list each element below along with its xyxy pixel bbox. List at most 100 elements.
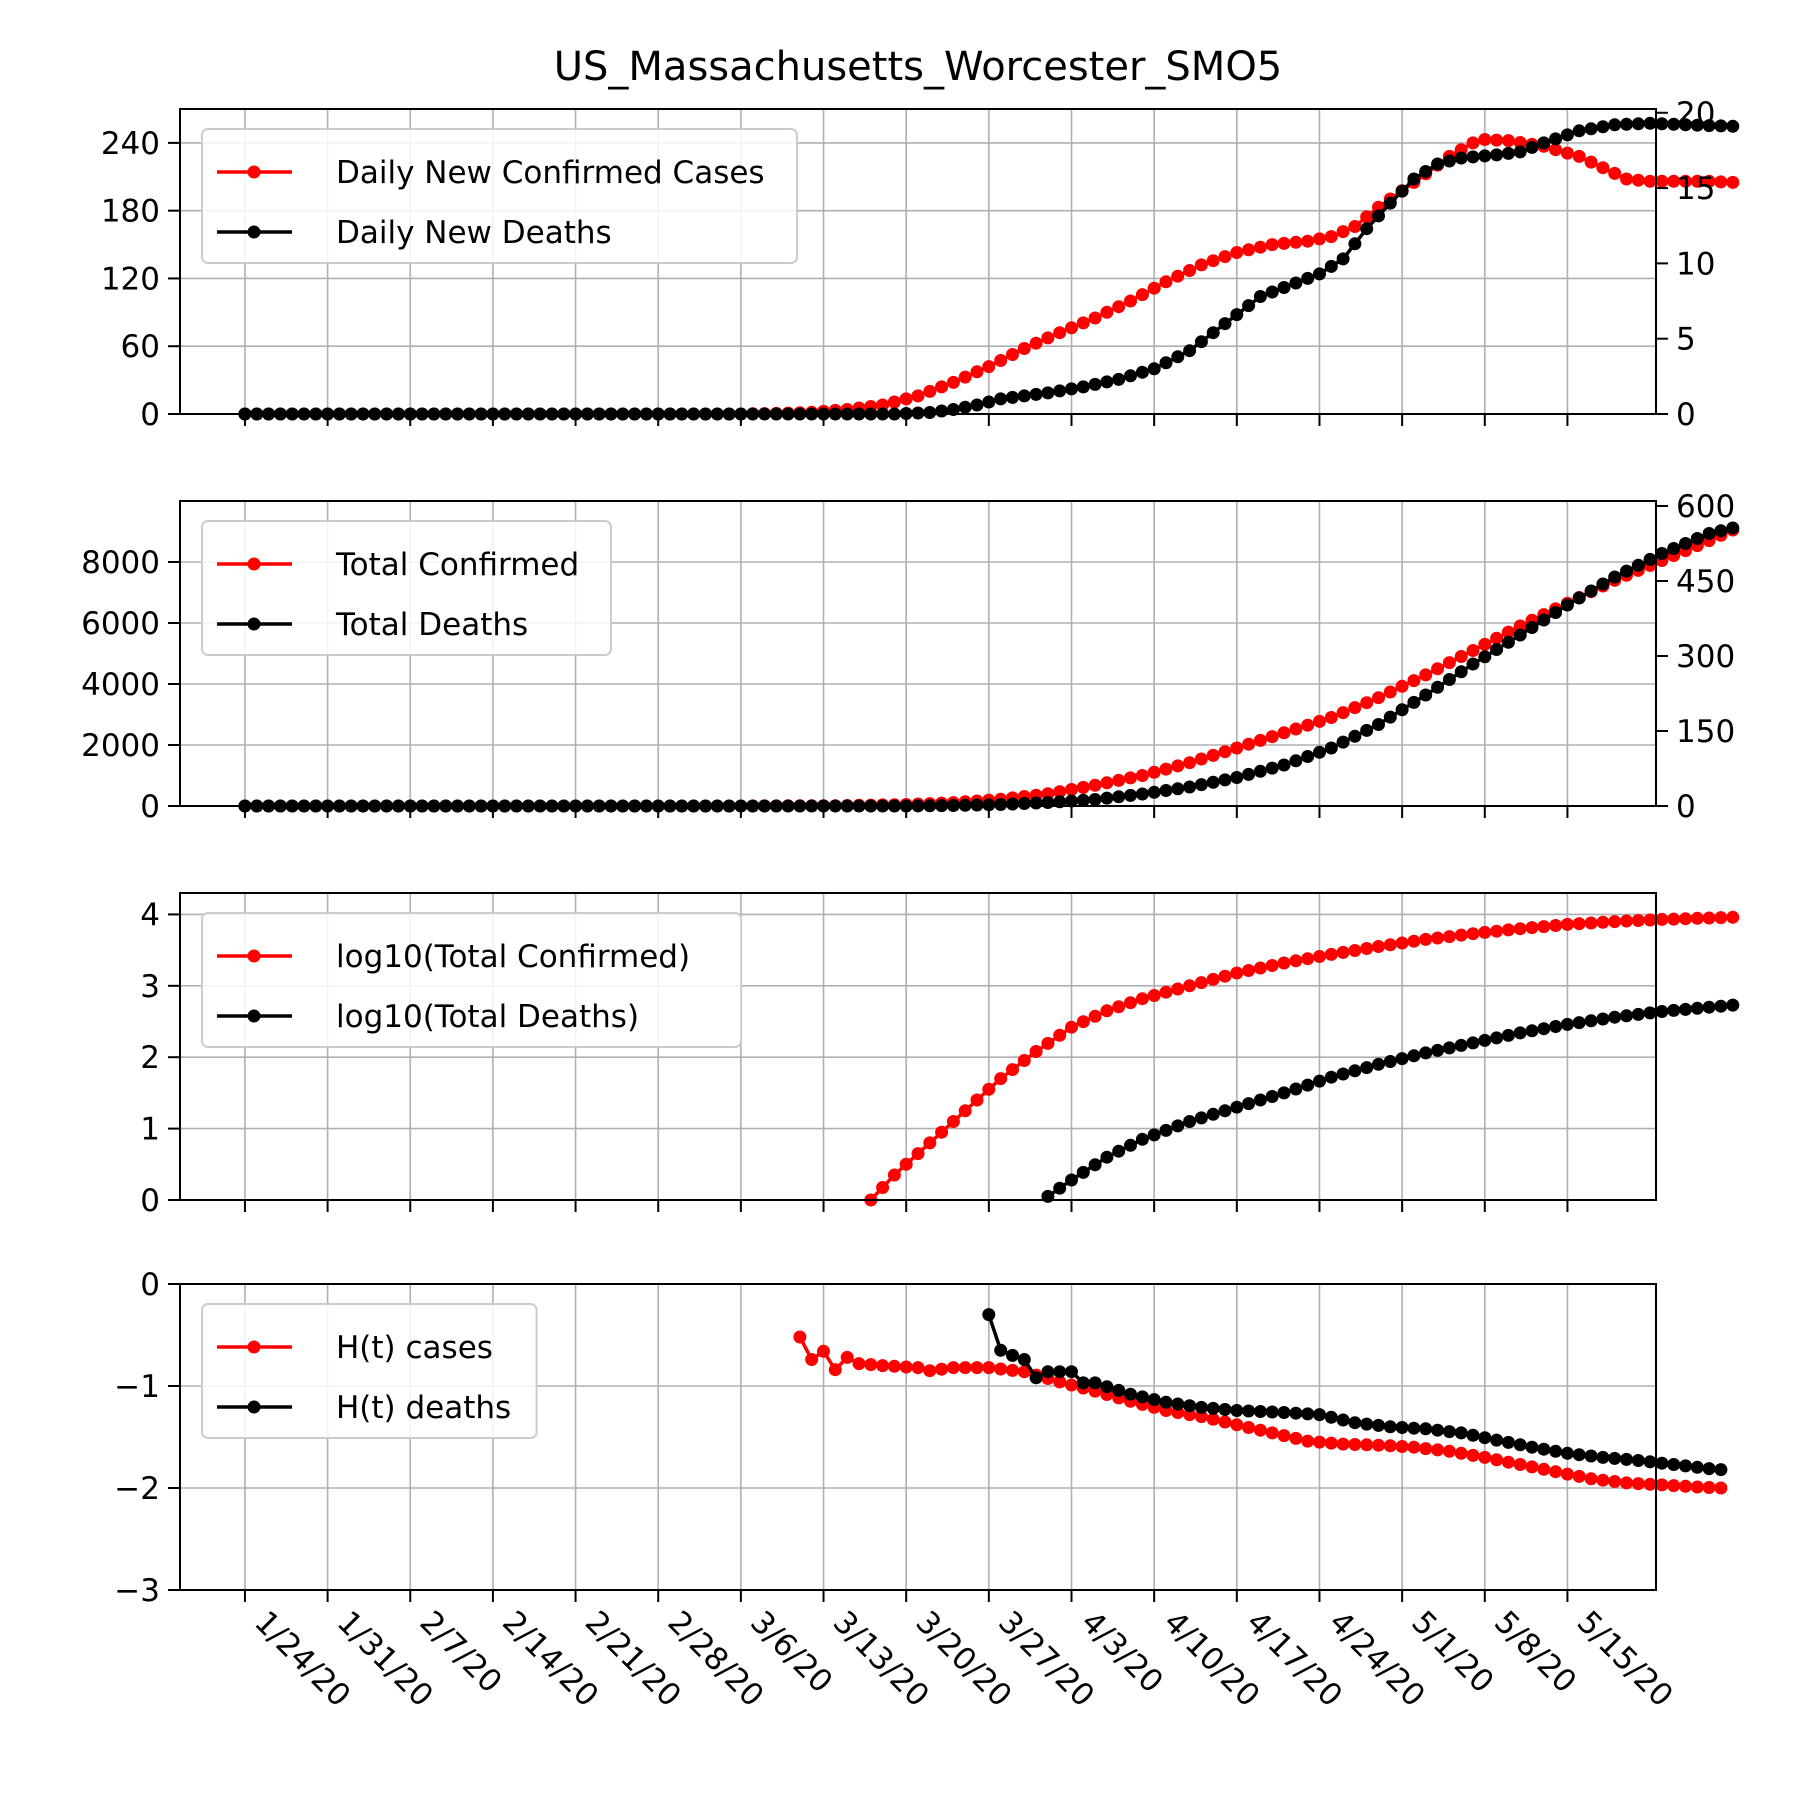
data-point: [1218, 773, 1232, 787]
data-point: [1596, 1012, 1610, 1026]
data-point: [1041, 1036, 1055, 1050]
data-point: [1171, 759, 1185, 773]
data-point: [1383, 1055, 1397, 1068]
data-point: [1431, 1443, 1445, 1457]
data-point: [1596, 120, 1610, 134]
data-point: [1419, 1422, 1433, 1436]
data-point: [1100, 1004, 1114, 1018]
data-point: [1454, 928, 1468, 942]
data-point: [1372, 1057, 1385, 1071]
data-point: [1478, 1431, 1492, 1445]
data-point: [899, 392, 913, 406]
data-point: [1206, 972, 1220, 986]
data-point: [1076, 1015, 1090, 1029]
data-point: [1572, 124, 1586, 138]
legend-label: Total Deaths: [335, 607, 528, 643]
data-point: [1466, 1448, 1480, 1462]
data-point: [1667, 117, 1681, 131]
data-point: [1124, 771, 1137, 785]
data-point: [1230, 966, 1244, 980]
data-point: [1041, 386, 1055, 400]
data-point: [899, 1157, 913, 1171]
data-point: [970, 1361, 984, 1375]
data-point: [1147, 989, 1161, 1002]
data-point: [1513, 628, 1527, 642]
data-point: [994, 798, 1008, 811]
data-point: [1466, 927, 1480, 941]
data-point: [970, 1093, 984, 1107]
data-point: [1596, 161, 1610, 175]
data-point: [1265, 238, 1279, 252]
data-point: [1277, 281, 1291, 294]
data-point: [1454, 650, 1468, 663]
data-point: [1372, 209, 1385, 223]
data-point: [1336, 735, 1350, 749]
data-point: [1076, 1165, 1090, 1179]
y-tick-label: 3: [140, 969, 160, 1005]
data-point: [1301, 750, 1315, 763]
data-point: [1029, 1045, 1043, 1058]
data-point: [1230, 1418, 1244, 1432]
y-tick-label: −2: [114, 1471, 160, 1507]
data-point: [1053, 1181, 1067, 1195]
data-point: [1726, 910, 1740, 924]
data-point: [1419, 668, 1433, 682]
data-point: [1667, 912, 1681, 926]
data-point: [1383, 1420, 1397, 1434]
data-point: [1017, 797, 1031, 810]
data-point: [1112, 1000, 1126, 1014]
data-point: [1112, 372, 1126, 386]
data-point: [1218, 1104, 1232, 1118]
data-point: [1053, 326, 1067, 340]
data-point: [899, 1360, 913, 1374]
data-point: [1053, 1375, 1067, 1389]
data-point: [1608, 570, 1622, 584]
data-point: [1076, 780, 1090, 794]
data-point: [817, 1344, 830, 1358]
data-point: [1289, 754, 1303, 768]
data-point: [1183, 344, 1197, 358]
data-point: [1726, 175, 1740, 189]
data-point: [1679, 1479, 1692, 1493]
data-point: [1124, 996, 1137, 1010]
data-point: [935, 1125, 949, 1139]
data-point: [1726, 119, 1740, 133]
data-point: [1183, 1399, 1197, 1413]
y-tick-label: 240: [101, 126, 160, 162]
data-point: [1655, 912, 1669, 926]
data-point: [1242, 1421, 1256, 1434]
data-point: [1194, 778, 1208, 792]
data-point: [958, 370, 972, 384]
x-tick-label: 5/15/20: [1570, 1604, 1680, 1714]
data-point: [1147, 765, 1161, 779]
data-point: [1372, 718, 1385, 731]
data-point: [1017, 1353, 1031, 1366]
data-point: [946, 1115, 960, 1128]
data-point: [1065, 1173, 1078, 1187]
legend-label: Daily New Deaths: [336, 215, 612, 251]
data-point: [1289, 954, 1303, 968]
data-point: [1289, 276, 1303, 290]
data-point: [1242, 767, 1256, 781]
data-point: [1679, 537, 1692, 550]
data-point: [1218, 1415, 1232, 1429]
data-point: [1466, 1036, 1480, 1050]
data-point: [1431, 157, 1445, 171]
data-point: [852, 1357, 866, 1371]
data-point: [1501, 1028, 1515, 1042]
panel-3: 0 1 2 3 4 log10(Total Confirmed) log10(Total D…: [140, 892, 1740, 1219]
data-point: [1088, 793, 1102, 806]
data-point: [982, 395, 996, 409]
series-1: [864, 910, 1740, 1207]
data-point: [1348, 1064, 1362, 1078]
data-point: [1360, 1438, 1374, 1452]
y-tick-label: 0: [140, 1267, 160, 1303]
data-point: [1313, 950, 1326, 963]
data-point: [1513, 1458, 1527, 1471]
data-point: [1419, 165, 1433, 178]
data-point: [1525, 140, 1539, 154]
data-point: [1348, 220, 1362, 233]
data-point: [1135, 1132, 1149, 1146]
data-point: [1324, 1070, 1338, 1084]
